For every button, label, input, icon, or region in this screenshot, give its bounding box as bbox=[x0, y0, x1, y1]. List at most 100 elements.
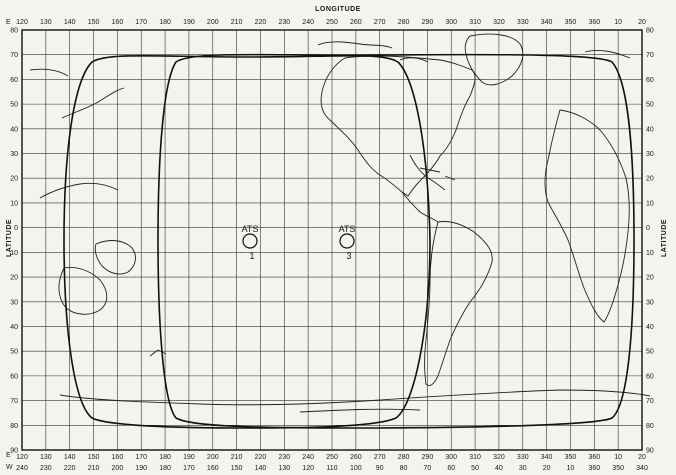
latitude-tick-right: 60 bbox=[646, 77, 654, 84]
longitude-tick-top: 270 bbox=[374, 19, 386, 26]
longitude-tick-west: 110 bbox=[326, 465, 337, 472]
latitude-tick-right: 10 bbox=[646, 200, 654, 207]
longitude-tick-west: 240 bbox=[16, 465, 28, 472]
ats3-number: 3 bbox=[346, 251, 351, 261]
longitude-tick-west: 120 bbox=[302, 465, 314, 472]
latitude-tick-left: 60 bbox=[10, 373, 18, 380]
latitude-tick-right: 70 bbox=[646, 52, 654, 59]
longitude-tick-east: 270 bbox=[374, 454, 386, 461]
longitude-tick-top: 350 bbox=[565, 19, 577, 26]
coverage-footprints bbox=[63, 53, 635, 429]
latitude-tick-right: 40 bbox=[646, 126, 654, 133]
longitude-tick-west: 340 bbox=[636, 465, 648, 472]
longitude-tick-east: 160 bbox=[112, 454, 124, 461]
longitude-tick-top: 130 bbox=[40, 19, 52, 26]
longitude-tick-east: 10 bbox=[614, 454, 622, 461]
longitude-tick-top: 280 bbox=[398, 19, 410, 26]
longitude-tick-top: 140 bbox=[64, 19, 76, 26]
latitude-tick-right: 30 bbox=[646, 151, 654, 158]
longitude-tick-top: 170 bbox=[135, 19, 147, 26]
latitude-label-right: LATITUDE bbox=[661, 219, 668, 257]
longitude-tick-top: 230 bbox=[278, 19, 290, 26]
longitude-tick-top: 180 bbox=[159, 19, 171, 26]
longitude-tick-east: 210 bbox=[231, 454, 243, 461]
map-frame bbox=[21, 29, 643, 451]
ats1-label: ATS bbox=[242, 224, 259, 234]
latitude-tick-left: 30 bbox=[10, 299, 18, 306]
longitude-tick-top: 340 bbox=[541, 19, 553, 26]
longitude-tick-west: 90 bbox=[376, 465, 384, 472]
longitude-tick-east: 120 bbox=[16, 454, 28, 461]
graticule-grid bbox=[21, 29, 643, 451]
latitude-tick-right: 0 bbox=[646, 225, 650, 232]
longitude-tick-east: 170 bbox=[135, 454, 147, 461]
longitude-tick-west: 190 bbox=[135, 465, 147, 472]
longitude-tick-top: 220 bbox=[255, 19, 267, 26]
longitude-tick-east: 130 bbox=[40, 454, 52, 461]
coverage-boundary-ats3 bbox=[157, 53, 635, 429]
longitude-tick-west: 130 bbox=[278, 465, 290, 472]
longitude-tick-east: 360 bbox=[588, 454, 600, 461]
latitude-tick-left: 40 bbox=[10, 126, 18, 133]
latitude-tick-left: 80 bbox=[10, 423, 18, 430]
longitude-tick-top: 120 bbox=[16, 19, 28, 26]
longitude-tick-top: 20 bbox=[638, 19, 646, 26]
longitude-tick-west: 70 bbox=[423, 465, 431, 472]
longitude-tick-top: 260 bbox=[350, 19, 362, 26]
latitude-tick-left: 40 bbox=[10, 324, 18, 331]
longitude-tick-east: 250 bbox=[326, 454, 338, 461]
longitude-tick-east: 20 bbox=[638, 454, 646, 461]
longitude-tick-west: 20 bbox=[543, 465, 551, 472]
latitude-tick-right: 20 bbox=[646, 176, 654, 183]
longitude-tick-west: 210 bbox=[88, 465, 100, 472]
longitude-tick-top: 150 bbox=[88, 19, 100, 26]
longitude-tick-east: 180 bbox=[159, 454, 171, 461]
longitude-tick-west: 220 bbox=[64, 465, 76, 472]
longitude-tick-east: 200 bbox=[207, 454, 219, 461]
ats3-label: ATS bbox=[339, 224, 356, 234]
latitude-tick-left: 50 bbox=[10, 349, 18, 356]
satellite-ats1: ATS 1 bbox=[242, 224, 259, 261]
longitude-tick-west: 170 bbox=[183, 465, 195, 472]
longitude-tick-east: 310 bbox=[469, 454, 481, 461]
longitude-tick-top: 160 bbox=[112, 19, 124, 26]
longitude-tick-west: 140 bbox=[255, 465, 267, 472]
longitude-tick-east: 290 bbox=[422, 454, 434, 461]
bottom-prefix-w: W bbox=[6, 464, 13, 471]
longitude-tick-east: 260 bbox=[350, 454, 362, 461]
latitude-tick-left: 10 bbox=[10, 250, 18, 257]
latitude-tick-right: 20 bbox=[646, 275, 654, 282]
longitude-tick-west: 230 bbox=[40, 465, 52, 472]
longitude-tick-east: 220 bbox=[255, 454, 267, 461]
longitude-tick-top: 250 bbox=[326, 19, 338, 26]
latitude-tick-right: 90 bbox=[646, 448, 654, 455]
longitude-tick-top: 200 bbox=[207, 19, 219, 26]
longitude-tick-top: 290 bbox=[422, 19, 434, 26]
longitude-tick-west: 80 bbox=[400, 465, 408, 472]
longitude-tick-top: 240 bbox=[302, 19, 314, 26]
longitude-tick-top: 360 bbox=[588, 19, 600, 26]
latitude-tick-right: 80 bbox=[646, 423, 654, 430]
longitude-tick-top: 320 bbox=[493, 19, 505, 26]
longitude-tick-top: 310 bbox=[469, 19, 481, 26]
longitude-tick-top: 190 bbox=[183, 19, 195, 26]
top-prefix: E bbox=[6, 19, 11, 26]
latitude-tick-right: 80 bbox=[646, 28, 654, 35]
latitude-tick-right: 40 bbox=[646, 324, 654, 331]
longitude-tick-top: 210 bbox=[231, 19, 243, 26]
ats1-number: 1 bbox=[249, 251, 254, 261]
longitude-tick-west: 100 bbox=[350, 465, 362, 472]
longitude-tick-top: 300 bbox=[445, 19, 457, 26]
longitude-tick-west: 10 bbox=[567, 465, 575, 472]
longitude-tick-east: 150 bbox=[88, 454, 100, 461]
latitude-tick-left: 30 bbox=[10, 151, 18, 158]
longitude-tick-top: 10 bbox=[614, 19, 622, 26]
satellite-ats3: ATS 3 bbox=[339, 224, 356, 261]
latitude-tick-left: 20 bbox=[10, 176, 18, 183]
longitude-tick-west: 60 bbox=[447, 465, 455, 472]
longitude-tick-west: 150 bbox=[231, 465, 243, 472]
longitude-tick-top: 330 bbox=[517, 19, 529, 26]
bottom-prefix-e: E bbox=[6, 452, 11, 459]
axis-ticks: 1201202401301302301401402201501502101601… bbox=[10, 19, 654, 472]
